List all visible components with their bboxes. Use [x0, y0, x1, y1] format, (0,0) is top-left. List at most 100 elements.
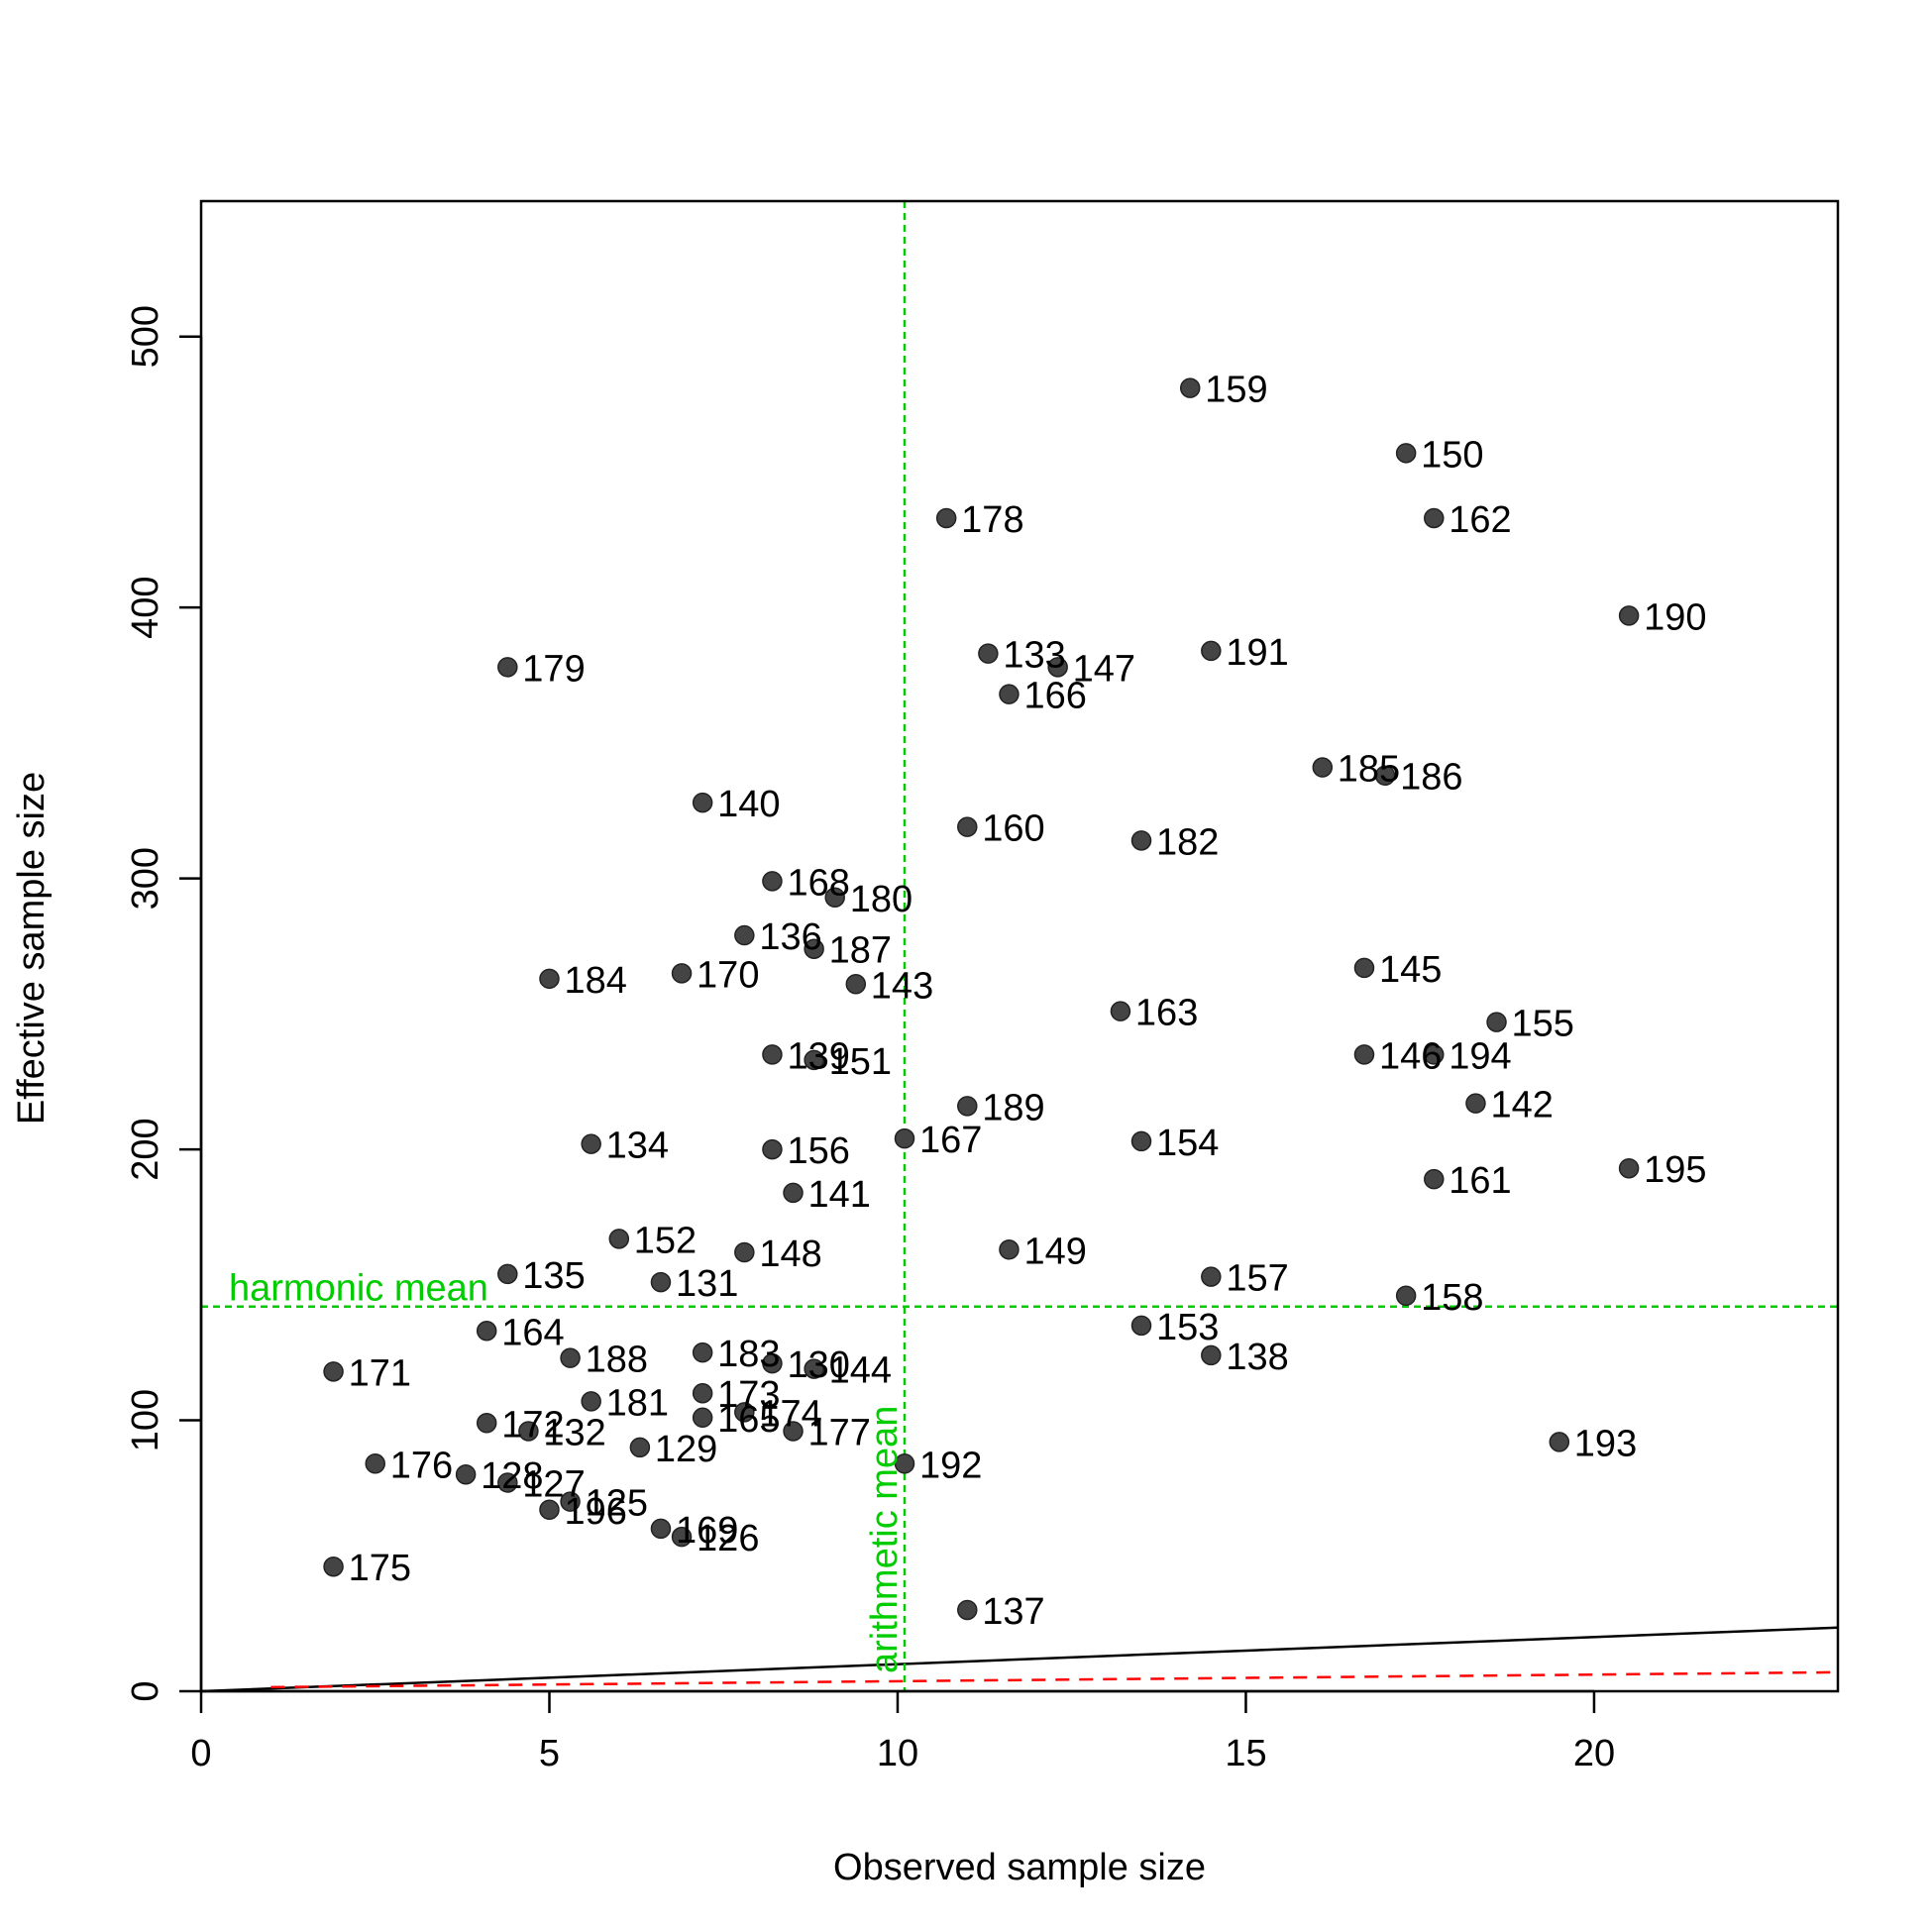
data-point-label: 166 — [1023, 676, 1086, 717]
data-point — [804, 938, 824, 959]
data-point-label: 145 — [1379, 949, 1442, 991]
data-point-label: 125 — [586, 1483, 648, 1525]
data-point — [824, 887, 845, 909]
y-tick-label: 0 — [125, 1680, 166, 1701]
data-point — [323, 1556, 344, 1577]
data-point — [608, 1229, 630, 1249]
data-point — [1618, 605, 1640, 626]
arithmetic-mean-label: arithmetic mean — [864, 1406, 906, 1673]
data-point — [999, 684, 1020, 704]
data-point — [1424, 1044, 1445, 1065]
data-point-label: 144 — [829, 1350, 892, 1392]
y-tick-label: 300 — [125, 847, 166, 910]
x-tick-label: 10 — [877, 1733, 918, 1774]
data-point-label: 143 — [871, 965, 933, 1007]
data-point — [497, 657, 518, 678]
data-point-label: 130 — [787, 1344, 849, 1386]
data-point — [734, 1241, 755, 1263]
x-tick-label: 0 — [190, 1733, 211, 1774]
data-point — [1424, 1168, 1445, 1190]
identity-line — [200, 1626, 1839, 1693]
data-point-label: 136 — [759, 916, 821, 958]
data-point — [957, 1599, 978, 1621]
data-point — [1312, 757, 1334, 778]
data-point-label: 185 — [1338, 749, 1400, 791]
data-point-label: 196 — [564, 1491, 626, 1533]
data-point-label: 184 — [564, 960, 626, 1002]
data-point — [1395, 443, 1417, 464]
data-point — [762, 1044, 783, 1065]
data-point-label: 192 — [919, 1445, 982, 1486]
data-point — [1353, 1044, 1375, 1065]
y-axis-title: Effective sample size — [11, 772, 53, 1125]
data-point — [497, 1472, 518, 1493]
data-point — [476, 1321, 497, 1342]
data-point-label: 132 — [543, 1412, 605, 1453]
data-point-label: 150 — [1421, 434, 1483, 476]
data-point-label: 128 — [481, 1455, 543, 1497]
data-point — [1374, 765, 1396, 786]
data-point — [692, 792, 713, 813]
data-point — [455, 1463, 477, 1485]
data-point-label: 195 — [1644, 1149, 1706, 1191]
data-point-label: 137 — [982, 1591, 1044, 1633]
data-point-label: 131 — [676, 1263, 738, 1305]
data-point — [894, 1127, 915, 1149]
data-point-label: 181 — [606, 1382, 669, 1424]
data-point-label: 159 — [1205, 370, 1267, 411]
data-point — [539, 1499, 560, 1521]
data-point — [1110, 1001, 1131, 1021]
data-point-label: 160 — [982, 808, 1044, 850]
data-point-label: 167 — [919, 1120, 982, 1161]
data-point-label: 183 — [717, 1334, 780, 1375]
data-point-label: 190 — [1644, 596, 1706, 638]
data-point-label: 147 — [1073, 648, 1135, 690]
data-point-label: 189 — [982, 1087, 1044, 1128]
data-point-label: 127 — [522, 1463, 585, 1505]
data-point — [804, 1049, 824, 1071]
data-point-label: 133 — [1003, 635, 1065, 677]
data-point — [671, 1526, 693, 1548]
data-point — [783, 1182, 804, 1204]
data-point — [1549, 1432, 1570, 1452]
reference-label-layer: harmonic mean arithmetic mean — [229, 1268, 906, 1673]
data-point-label: 161 — [1449, 1160, 1511, 1202]
data-point — [539, 968, 560, 990]
x-tick-label: 20 — [1573, 1733, 1615, 1774]
data-point-label: 162 — [1449, 499, 1511, 541]
data-point-label: 165 — [717, 1399, 780, 1441]
data-point-label: 148 — [759, 1234, 821, 1275]
data-point — [1465, 1093, 1486, 1114]
data-point — [581, 1133, 601, 1154]
data-point — [1130, 1315, 1152, 1337]
point-layer — [323, 377, 1640, 1621]
data-point-label: 179 — [522, 648, 585, 690]
data-point — [365, 1453, 385, 1474]
data-point — [734, 1402, 755, 1423]
y-tick-label: 100 — [125, 1389, 166, 1451]
data-point — [1179, 377, 1201, 398]
data-point — [323, 1361, 344, 1382]
data-point-label: 182 — [1156, 821, 1219, 863]
data-point — [935, 507, 957, 529]
data-point-label: 177 — [808, 1412, 871, 1453]
data-point — [692, 1342, 713, 1363]
data-point — [1130, 830, 1152, 851]
data-point-label: 164 — [501, 1312, 564, 1353]
data-point — [560, 1347, 581, 1368]
data-point-label: 129 — [655, 1429, 717, 1470]
data-point-label: 168 — [787, 862, 849, 904]
y-tick-label: 500 — [125, 305, 166, 368]
data-point — [762, 1138, 783, 1160]
data-point-label: 142 — [1490, 1085, 1553, 1127]
data-point-label: 187 — [829, 930, 892, 972]
data-point-label: 173 — [717, 1374, 780, 1416]
data-point — [957, 1096, 978, 1117]
data-point-label: 188 — [586, 1340, 648, 1381]
data-point-label: 157 — [1226, 1258, 1288, 1300]
data-point — [671, 963, 693, 984]
